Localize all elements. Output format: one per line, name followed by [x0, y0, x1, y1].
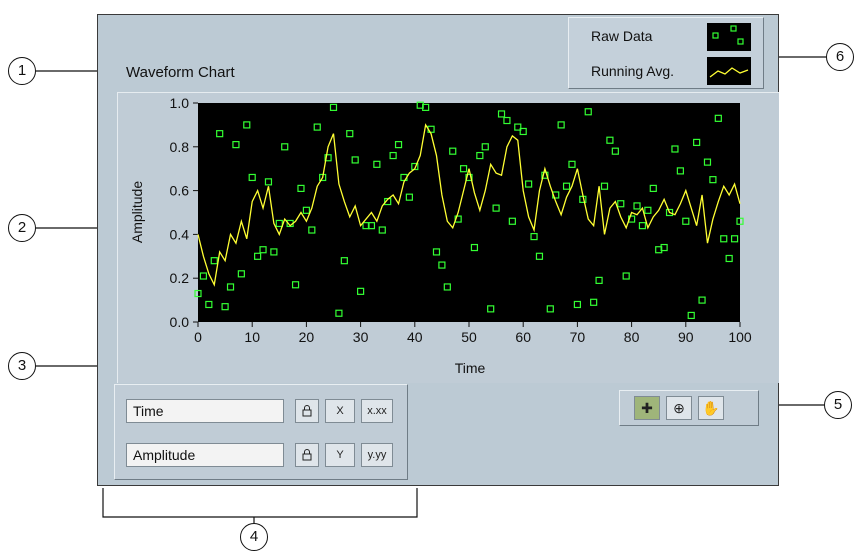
pan-hand-icon[interactable]: ✋ — [698, 396, 724, 420]
format-x-label: x.xx — [367, 405, 387, 417]
zoom-icon[interactable]: ⊕ — [666, 396, 692, 420]
callout-5: 5 — [824, 391, 852, 419]
plot-legend[interactable]: Raw Data Running Avg. — [568, 17, 764, 89]
callout-2: 2 — [8, 214, 36, 242]
autoscale-x-label: X — [336, 405, 344, 417]
y-scale-name-field[interactable]: Amplitude — [126, 443, 284, 467]
callout-6: 6 — [826, 43, 854, 71]
legend-label-raw-data: Raw Data — [591, 28, 653, 44]
graph-palette: ✚ ⊕ ✋ — [619, 390, 759, 426]
y-format-button[interactable]: y.yy — [361, 443, 393, 467]
legend-swatch-raw-data[interactable] — [707, 23, 751, 51]
chart-title: Waveform Chart — [126, 64, 235, 81]
plot-area-frame — [117, 92, 779, 383]
lock-icon[interactable] — [295, 443, 319, 467]
lock-icon[interactable] — [295, 399, 319, 423]
x-autoscale-button[interactable]: X — [325, 399, 355, 423]
callout-1: 1 — [8, 57, 36, 85]
scale-legend: Time X x.xx Amplitude Y y.yy — [114, 384, 408, 480]
format-y-label: y.yy — [367, 449, 387, 461]
x-format-button[interactable]: x.xx — [361, 399, 393, 423]
legend-label-running-avg: Running Avg. — [591, 63, 675, 79]
legend-swatch-running-avg[interactable] — [707, 57, 751, 85]
callout-3: 3 — [8, 352, 36, 380]
y-autoscale-button[interactable]: Y — [325, 443, 355, 467]
callout-4: 4 — [240, 523, 268, 551]
autoscale-y-label: Y — [336, 449, 344, 461]
x-scale-name-field[interactable]: Time — [126, 399, 284, 423]
cursor-move-icon[interactable]: ✚ — [634, 396, 660, 420]
